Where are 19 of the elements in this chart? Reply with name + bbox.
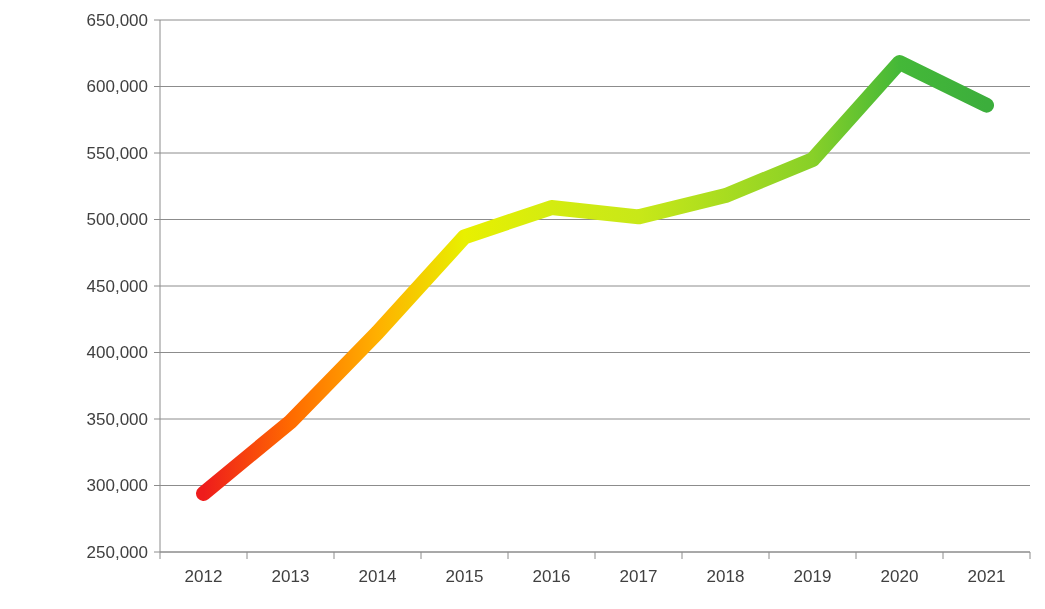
y-tick-label: 350,000 <box>86 409 148 429</box>
x-tick-label: 2020 <box>880 567 919 586</box>
y-tick-label: 550,000 <box>86 143 148 163</box>
y-tick-label: 250,000 <box>86 542 148 562</box>
x-tick-label: 2021 <box>967 567 1006 586</box>
x-tick-label: 2019 <box>793 567 832 586</box>
x-tick-label: 2013 <box>271 567 310 586</box>
x-tick-label: 2012 <box>184 567 223 586</box>
x-tick-label: 2014 <box>358 567 397 586</box>
x-tick-label: 2015 <box>445 567 484 586</box>
y-tick-label: 500,000 <box>86 210 148 230</box>
y-tick-label: 300,000 <box>86 476 148 496</box>
x-tick-label: 2017 <box>619 567 658 586</box>
x-tick-label: 2016 <box>532 567 571 586</box>
x-tick-label: 2018 <box>706 567 745 586</box>
y-tick-label: 600,000 <box>86 77 148 97</box>
y-tick-label: 650,000 <box>86 10 148 30</box>
y-tick-label: 450,000 <box>86 276 148 296</box>
y-tick-label: 400,000 <box>86 343 148 363</box>
